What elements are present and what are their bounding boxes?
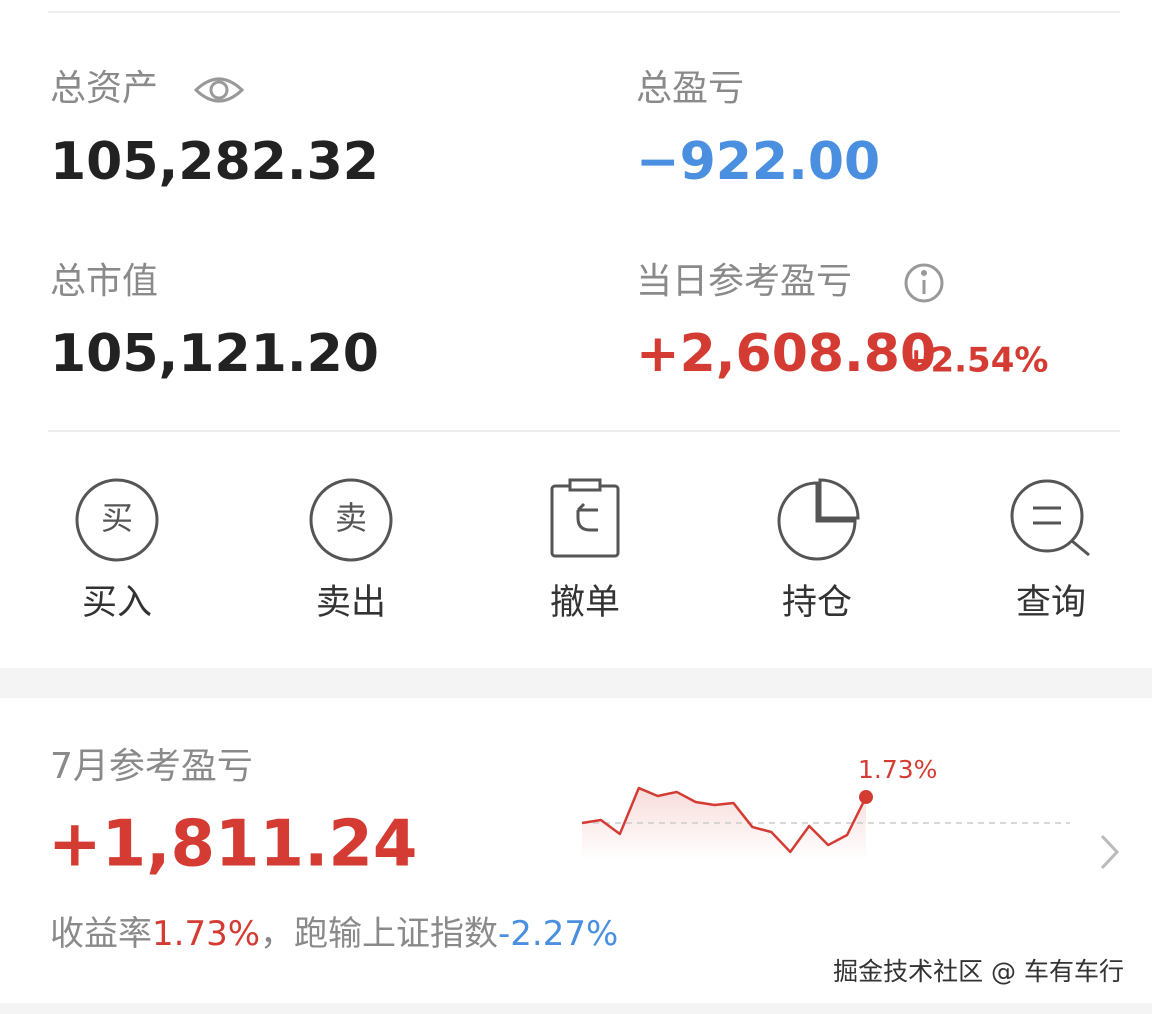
- icon-text: 买: [101, 499, 133, 537]
- position-button[interactable]: 持仓: [777, 478, 860, 623]
- sparkline: 1.73%: [581, 755, 1070, 861]
- value: 105,282.32: [50, 132, 379, 192]
- section-gap: [0, 668, 1152, 698]
- section-gap: [0, 1003, 1152, 1014]
- return-value: 1.73%: [152, 914, 260, 954]
- compare-label: 跑输上证指数: [294, 914, 498, 954]
- action-label: 撤单: [550, 583, 620, 623]
- sparkline-line: [581, 786, 868, 854]
- sell-button[interactable]: 卖 卖出: [309, 478, 393, 623]
- value: +2,608.80: [636, 324, 936, 384]
- query-button[interactable]: 查询: [1010, 479, 1090, 623]
- eye-icon[interactable]: [193, 77, 245, 103]
- action-label: 卖出: [316, 583, 386, 623]
- label: 总盈亏: [636, 68, 744, 109]
- chevron: [1100, 834, 1120, 870]
- end-label: 1.73%: [858, 755, 937, 784]
- return-line: 收益率1.73%，跑输上证指数-2.27%: [50, 914, 618, 954]
- action-label: 持仓: [782, 583, 852, 623]
- separator: ，: [260, 914, 294, 954]
- buy-button[interactable]: 买 买入: [75, 478, 159, 623]
- end-point: [859, 790, 873, 805]
- sparkline-area: [582, 788, 866, 861]
- action-label: 查询: [1016, 583, 1086, 623]
- value: −922.00: [636, 132, 880, 192]
- return-label: 收益率: [50, 914, 152, 954]
- action-label: 买入: [82, 583, 152, 623]
- label: 当日参考盈亏: [636, 261, 852, 302]
- monthly-card[interactable]: 7月参考盈亏 +1,811.24 收益率1.73%，跑输上证指数-2.27%: [48, 746, 1120, 954]
- cancel-button[interactable]: 撤单: [550, 478, 620, 623]
- compare-value: -2.27%: [498, 914, 618, 954]
- percent: +2.54%: [902, 341, 1048, 381]
- icon-text: 卖: [335, 499, 367, 537]
- card-title: 7月参考盈亏: [50, 746, 253, 787]
- label: 总资产: [50, 68, 158, 109]
- value: 105,121.20: [50, 324, 379, 384]
- label: 总市值: [50, 261, 158, 302]
- monthly-value: +1,811.24: [48, 808, 417, 882]
- watermark: 掘金技术社区 @ 车有车行: [833, 957, 1124, 986]
- info-icon[interactable]: [904, 263, 944, 303]
